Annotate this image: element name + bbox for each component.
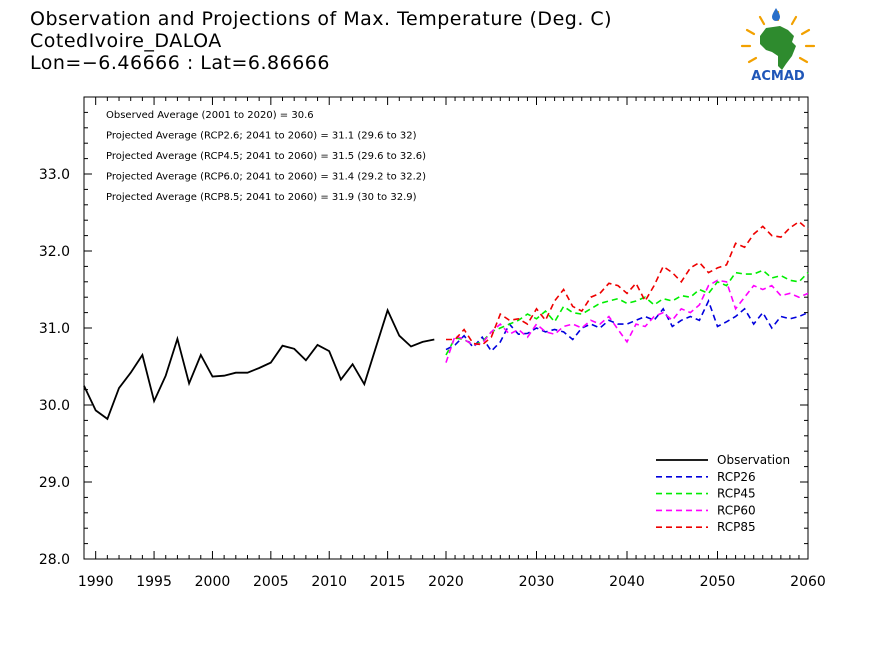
axes: 28.0 29.0 30.0 31.0 32.0 33.0 1990 1995 2000 2005… — [39, 96, 826, 590]
x-tick-label: 2015 — [370, 574, 406, 590]
chart-title: Observation and Projections of Max. Temp… — [30, 8, 613, 30]
plot-frame — [83, 96, 809, 560]
series-line-observation — [83, 307, 435, 421]
x-tick-label: 2010 — [311, 574, 347, 590]
annotation-line: Projected Average (RCP4.5; 2041 to 2060)… — [106, 151, 426, 162]
x-tick-label: 2020 — [428, 574, 464, 590]
series-line-rcp45 — [445, 269, 809, 356]
legend-label: RCP60 — [717, 503, 756, 517]
y-tick-label: 30.0 — [39, 398, 70, 414]
africa-map-logo-icon: ACMAD — [740, 8, 816, 84]
x-tick-label: 1995 — [136, 574, 172, 590]
station-name: CotedIvoire_DALOA — [30, 30, 222, 52]
y-tick-label: 32.0 — [39, 244, 70, 260]
series-line-rcp85 — [446, 220, 809, 346]
series-layer — [83, 220, 809, 421]
annotation-line: Projected Average (RCP8.5; 2041 to 2060)… — [106, 192, 417, 203]
legend-label: RCP85 — [717, 520, 756, 534]
y-tick-label: 28.0 — [39, 552, 70, 568]
y-tick-label: 33.0 — [39, 167, 70, 183]
series-line-rcp26 — [445, 298, 809, 353]
coordinates-label: Lon=−6.46666 : Lat=6.86666 — [30, 52, 330, 74]
legend: Observation RCP26 RCP45 RCP60 RCP85 — [656, 453, 790, 534]
x-tick-label: 2040 — [609, 574, 645, 590]
annotation-line: Observed Average (2001 to 2020) = 30.6 — [106, 110, 314, 121]
x-tick-label: 2030 — [519, 574, 555, 590]
x-tick-label: 2050 — [700, 574, 736, 590]
logo-text: ACMAD — [751, 69, 805, 84]
x-tick-label: 2005 — [253, 574, 289, 590]
x-tick-label: 2060 — [790, 574, 826, 590]
x-tick-label: 2000 — [195, 574, 231, 590]
legend-label: RCP45 — [717, 487, 756, 501]
legend-label: RCP26 — [717, 470, 756, 484]
annotation-layer: Observed Average (2001 to 2020) = 30.6 Pr… — [106, 110, 426, 203]
legend-label: Observation — [717, 453, 790, 467]
annotation-line: Projected Average (RCP2.6; 2041 to 2060)… — [106, 131, 417, 142]
y-tick-label: 29.0 — [39, 475, 70, 491]
x-tick-label: 1990 — [78, 574, 114, 590]
series-line-rcp60 — [445, 279, 809, 363]
y-tick-label: 31.0 — [39, 321, 70, 337]
annotation-line: Projected Average (RCP6.0; 2041 to 2060)… — [106, 172, 426, 183]
